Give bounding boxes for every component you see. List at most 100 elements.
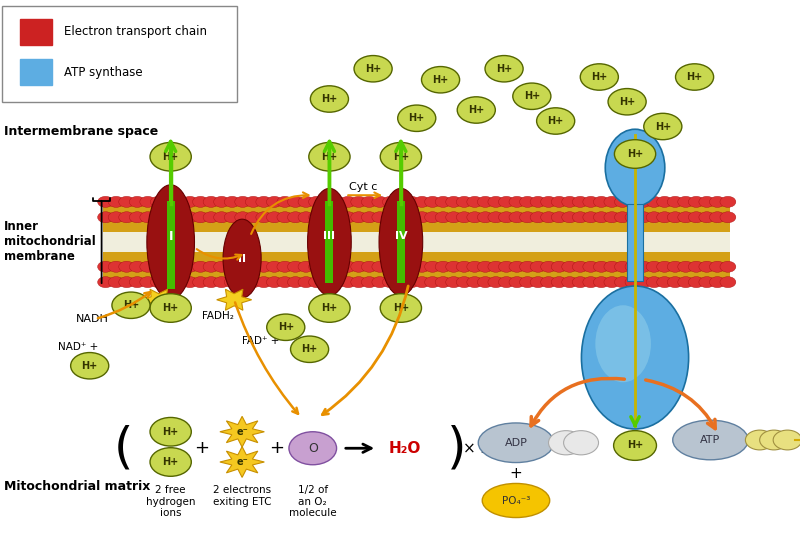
Circle shape xyxy=(234,277,250,288)
Circle shape xyxy=(161,277,177,288)
Ellipse shape xyxy=(147,185,194,299)
Circle shape xyxy=(330,261,346,272)
Circle shape xyxy=(203,261,219,272)
Circle shape xyxy=(224,196,240,207)
Circle shape xyxy=(309,261,325,272)
Text: +: + xyxy=(194,439,209,457)
Circle shape xyxy=(70,353,109,379)
Circle shape xyxy=(467,196,482,207)
Circle shape xyxy=(246,212,261,223)
Text: 2 electrons
exiting ETC: 2 electrons exiting ETC xyxy=(213,485,271,507)
Circle shape xyxy=(594,196,610,207)
Circle shape xyxy=(340,277,356,288)
Ellipse shape xyxy=(595,305,651,382)
Circle shape xyxy=(393,261,409,272)
Circle shape xyxy=(266,196,282,207)
Text: Mitochondrial matrix: Mitochondrial matrix xyxy=(4,480,150,493)
Circle shape xyxy=(513,83,551,109)
Circle shape xyxy=(583,261,598,272)
Text: H+: H+ xyxy=(365,64,382,74)
Circle shape xyxy=(330,212,346,223)
Text: H+: H+ xyxy=(322,152,338,162)
Circle shape xyxy=(699,196,714,207)
Circle shape xyxy=(98,277,114,288)
Circle shape xyxy=(193,277,209,288)
Circle shape xyxy=(108,196,124,207)
Circle shape xyxy=(562,196,578,207)
Polygon shape xyxy=(142,289,176,310)
Circle shape xyxy=(678,277,694,288)
Circle shape xyxy=(604,277,620,288)
Circle shape xyxy=(150,261,166,272)
Circle shape xyxy=(112,292,150,318)
Circle shape xyxy=(266,277,282,288)
Circle shape xyxy=(182,277,198,288)
Circle shape xyxy=(234,196,250,207)
Circle shape xyxy=(161,261,177,272)
Circle shape xyxy=(150,294,191,322)
Circle shape xyxy=(298,212,314,223)
Circle shape xyxy=(289,432,337,465)
Circle shape xyxy=(541,196,557,207)
Text: H+: H+ xyxy=(162,457,178,467)
Circle shape xyxy=(130,277,145,288)
Circle shape xyxy=(224,212,240,223)
Text: H+: H+ xyxy=(524,91,540,101)
Circle shape xyxy=(699,261,714,272)
Bar xyxy=(103,206,730,278)
Circle shape xyxy=(720,196,736,207)
Circle shape xyxy=(562,261,578,272)
Circle shape xyxy=(657,261,673,272)
Circle shape xyxy=(319,261,335,272)
Circle shape xyxy=(646,212,662,223)
Text: H+: H+ xyxy=(627,441,643,450)
Text: Electron transport chain: Electron transport chain xyxy=(63,25,206,39)
Circle shape xyxy=(456,277,472,288)
Ellipse shape xyxy=(482,483,550,518)
Text: H+: H+ xyxy=(686,72,702,82)
Circle shape xyxy=(350,261,366,272)
Circle shape xyxy=(488,261,504,272)
Text: II: II xyxy=(238,254,246,263)
Ellipse shape xyxy=(307,188,351,295)
Circle shape xyxy=(425,212,441,223)
Circle shape xyxy=(256,212,272,223)
Circle shape xyxy=(340,212,356,223)
Circle shape xyxy=(551,277,567,288)
Circle shape xyxy=(150,448,191,476)
Circle shape xyxy=(277,277,293,288)
Circle shape xyxy=(657,212,673,223)
Circle shape xyxy=(509,196,525,207)
Circle shape xyxy=(488,277,504,288)
Circle shape xyxy=(298,277,314,288)
Circle shape xyxy=(614,277,630,288)
Circle shape xyxy=(287,261,303,272)
Circle shape xyxy=(541,261,557,272)
Circle shape xyxy=(372,277,388,288)
Circle shape xyxy=(456,261,472,272)
Circle shape xyxy=(182,196,198,207)
Circle shape xyxy=(118,277,134,288)
Circle shape xyxy=(290,336,329,362)
Ellipse shape xyxy=(582,286,689,429)
Text: IV: IV xyxy=(394,232,407,241)
Text: H+: H+ xyxy=(591,72,607,82)
Circle shape xyxy=(150,142,191,171)
Circle shape xyxy=(572,212,588,223)
Circle shape xyxy=(667,277,683,288)
Circle shape xyxy=(403,261,419,272)
Circle shape xyxy=(563,431,598,455)
Circle shape xyxy=(519,277,535,288)
Circle shape xyxy=(608,89,646,115)
Text: O: O xyxy=(308,442,318,455)
Circle shape xyxy=(549,431,583,455)
Text: H+: H+ xyxy=(496,64,512,74)
Circle shape xyxy=(171,261,187,272)
Circle shape xyxy=(398,105,436,131)
Circle shape xyxy=(458,97,495,123)
Circle shape xyxy=(710,212,726,223)
Circle shape xyxy=(562,277,578,288)
Circle shape xyxy=(256,196,272,207)
Text: H+: H+ xyxy=(393,152,409,162)
Circle shape xyxy=(246,196,261,207)
